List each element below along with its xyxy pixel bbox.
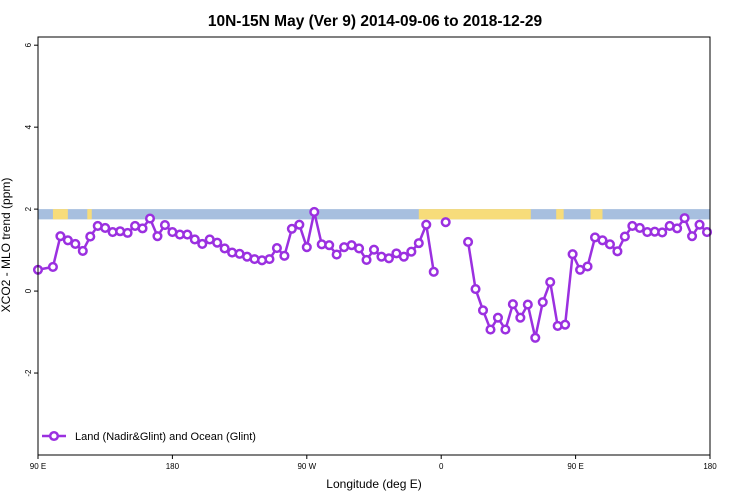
chart-title: 10N-15N May (Ver 9) 2014-09-06 to 2018-1… bbox=[208, 13, 543, 30]
y-tick-label: 2 bbox=[24, 206, 33, 211]
data-point bbox=[144, 213, 156, 224]
data-point bbox=[619, 231, 630, 242]
data-point bbox=[428, 266, 439, 277]
legend-label: Land (Nadir&Glint) and Ocean (Glint) bbox=[75, 431, 256, 443]
series-line bbox=[466, 216, 708, 340]
data-point bbox=[485, 324, 496, 335]
data-point bbox=[212, 237, 223, 248]
ocean-band bbox=[38, 209, 710, 220]
land-band-segment bbox=[590, 209, 603, 220]
data-point bbox=[279, 250, 290, 261]
land-ocean-band bbox=[38, 209, 710, 220]
x-tick-label: 90 E bbox=[30, 462, 46, 471]
land-band-segment bbox=[556, 209, 564, 220]
data-point bbox=[492, 312, 503, 323]
data-point bbox=[159, 220, 170, 231]
data-point bbox=[413, 238, 424, 249]
data-point bbox=[597, 235, 608, 246]
data-point bbox=[189, 234, 200, 245]
data-point bbox=[137, 223, 148, 234]
x-axis-label: Longitude (deg E) bbox=[326, 477, 421, 491]
data-point bbox=[383, 253, 394, 264]
data-point bbox=[197, 238, 208, 250]
data-point bbox=[264, 254, 275, 265]
legend: Land (Nadir&Glint) and Ocean (Glint) bbox=[42, 430, 256, 443]
data-point bbox=[309, 206, 320, 218]
data-point bbox=[500, 324, 511, 335]
data-series bbox=[32, 206, 713, 343]
data-point bbox=[421, 219, 432, 230]
data-point bbox=[354, 243, 365, 254]
data-point bbox=[398, 251, 409, 262]
plot-frame bbox=[37, 36, 711, 456]
data-point bbox=[507, 299, 518, 310]
data-point bbox=[440, 217, 451, 228]
data-point bbox=[694, 219, 705, 230]
data-point bbox=[152, 231, 163, 242]
data-point bbox=[463, 236, 474, 247]
data-point bbox=[294, 219, 305, 230]
data-point bbox=[55, 231, 66, 242]
y-tick-label: 6 bbox=[24, 42, 33, 47]
data-point bbox=[406, 246, 417, 257]
data-point bbox=[122, 227, 133, 238]
y-tick-label: 0 bbox=[24, 288, 33, 293]
y-axis-label: XCO2 - MLO trend (ppm) bbox=[0, 178, 13, 313]
data-point bbox=[604, 239, 615, 250]
data-point bbox=[324, 240, 335, 251]
data-point bbox=[515, 312, 526, 323]
data-point bbox=[361, 254, 372, 265]
data-point bbox=[582, 261, 593, 272]
data-point bbox=[701, 227, 713, 238]
axes: 90 E 180 90 W 0 90 E 180 -2 0 2 4 6 bbox=[24, 42, 717, 471]
data-point bbox=[286, 223, 297, 234]
data-point bbox=[522, 299, 533, 310]
y-tick-label: -2 bbox=[24, 369, 33, 377]
x-tick-label: 90 E bbox=[567, 462, 583, 471]
land-band-segment bbox=[87, 209, 92, 220]
data-point bbox=[62, 235, 73, 246]
land-band-segment bbox=[52, 209, 68, 220]
data-point bbox=[100, 222, 111, 234]
land-band-segment bbox=[418, 209, 531, 220]
data-point bbox=[537, 297, 548, 308]
y-tick-label: 4 bbox=[24, 124, 33, 129]
data-point bbox=[85, 231, 96, 242]
x-tick-label: 180 bbox=[166, 462, 180, 471]
data-point bbox=[530, 332, 541, 343]
data-point bbox=[687, 231, 698, 242]
x-tick-label: 90 W bbox=[297, 462, 316, 471]
data-point bbox=[271, 242, 282, 254]
data-point bbox=[634, 222, 645, 234]
data-point bbox=[301, 242, 312, 253]
data-point bbox=[567, 249, 578, 260]
data-point bbox=[657, 227, 668, 238]
legend-marker-swatch bbox=[48, 430, 60, 442]
data-point bbox=[560, 319, 571, 330]
data-point bbox=[672, 223, 683, 234]
data-point bbox=[77, 245, 88, 256]
data-point bbox=[470, 283, 481, 295]
data-point bbox=[679, 213, 690, 224]
data-point bbox=[545, 277, 556, 288]
data-point bbox=[477, 305, 489, 316]
x-tick-label: 0 bbox=[439, 462, 444, 471]
x-tick-label: 180 bbox=[703, 462, 717, 471]
data-point bbox=[219, 243, 230, 254]
data-point bbox=[331, 249, 342, 260]
data-point bbox=[368, 244, 380, 255]
data-point bbox=[612, 246, 623, 257]
data-point bbox=[182, 229, 193, 240]
data-point bbox=[70, 238, 81, 250]
data-point bbox=[47, 261, 58, 272]
